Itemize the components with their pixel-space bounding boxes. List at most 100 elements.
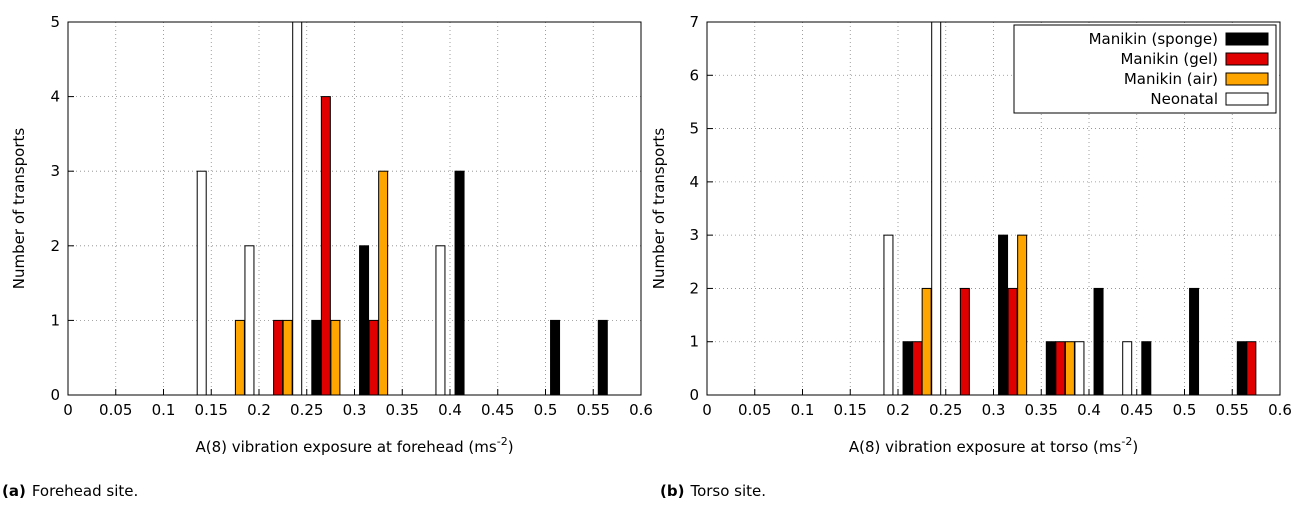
bar: [1045, 341, 1056, 396]
bar: [931, 21, 942, 396]
x-axis-label-text: A(8) vibration exposure at forehead (ms: [195, 438, 496, 456]
legend-label: Manikin (gel): [1120, 50, 1218, 68]
bar: [1236, 341, 1247, 396]
x-axis-label-superscript: -2: [497, 435, 508, 448]
bar: [902, 341, 913, 396]
bar: [368, 319, 379, 396]
x-tick-label: 0.5: [534, 401, 558, 419]
x-tick-label: 0.3: [982, 401, 1006, 419]
caption-text: Torso site.: [689, 482, 766, 500]
x-tick-label: 0.45: [1120, 401, 1153, 419]
y-tick-label: 1: [50, 311, 60, 329]
x-tick-label: 0.15: [834, 401, 867, 419]
x-tick-label: 0.55: [577, 401, 610, 419]
y-tick-label: 3: [50, 162, 60, 180]
x-tick-label: 0: [63, 401, 73, 419]
bar: [1246, 341, 1257, 396]
y-tick-label: 0: [50, 386, 60, 404]
x-tick-label: 0.35: [1025, 401, 1058, 419]
bar: [359, 245, 370, 396]
bar: [282, 319, 293, 396]
legend-label: Manikin (sponge): [1089, 30, 1218, 48]
bar: [597, 319, 608, 396]
x-tick-label: 0.05: [99, 401, 132, 419]
bar: [1017, 234, 1028, 396]
y-tick-label: 0: [689, 386, 699, 404]
bar: [1189, 287, 1200, 396]
bar: [921, 287, 932, 396]
y-tick-label: 4: [689, 173, 699, 191]
x-tick-label: 0.6: [1268, 401, 1292, 419]
bar: [1074, 341, 1085, 396]
bar: [244, 245, 255, 396]
caption-text: Forehead site.: [32, 482, 138, 500]
bar: [196, 170, 207, 396]
x-tick-label: 0.2: [247, 401, 271, 419]
bar: [320, 96, 331, 396]
x-tick-label: 0.3: [343, 401, 367, 419]
x-tick-label: 0.55: [1216, 401, 1249, 419]
legend-swatch: [1225, 32, 1269, 46]
legend-label: Neonatal: [1150, 90, 1218, 108]
legend-label: Manikin (air): [1124, 70, 1218, 88]
x-tick-label: 0.5: [1173, 401, 1197, 419]
bar: [1055, 341, 1066, 396]
y-tick-label: 3: [689, 226, 699, 244]
y-tick-label: 6: [689, 66, 699, 84]
y-axis-label: Number of transports: [10, 128, 28, 290]
bar: [912, 341, 923, 396]
y-tick-label: 5: [689, 120, 699, 138]
x-axis-label-suffix: ): [508, 438, 514, 456]
y-tick-label: 2: [50, 237, 60, 255]
x-tick-label: 0.25: [929, 401, 962, 419]
bar: [998, 234, 1009, 396]
plot-frame: [706, 21, 1281, 396]
x-tick-label: 0.25: [290, 401, 323, 419]
y-axis-label: Number of transports: [650, 128, 668, 290]
bar: [883, 234, 894, 396]
x-tick-label: 0.6: [629, 401, 653, 419]
x-tick-label: 0.45: [481, 401, 514, 419]
y-tick-label: 2: [689, 279, 699, 297]
bar: [1122, 341, 1133, 396]
bar: [1141, 341, 1152, 396]
x-tick-label: 0.2: [886, 401, 910, 419]
caption-label: (a): [2, 482, 26, 500]
x-tick-label: 0.35: [386, 401, 419, 419]
bar: [330, 319, 341, 396]
bar: [435, 245, 446, 396]
caption: (b) Torso site.: [660, 482, 766, 500]
bar: [1007, 287, 1018, 396]
x-axis-label: A(8) vibration exposure at forehead (ms-…: [195, 435, 513, 456]
bar: [311, 319, 322, 396]
x-tick-label: 0.1: [152, 401, 176, 419]
bar: [550, 319, 561, 396]
bar: [1064, 341, 1075, 396]
y-tick-label: 7: [689, 13, 699, 31]
y-tick-label: 5: [50, 13, 60, 31]
x-axis-label-superscript: -2: [1121, 435, 1132, 448]
bar: [1093, 287, 1104, 396]
caption: (a) Forehead site.: [2, 482, 138, 500]
x-tick-label: 0: [702, 401, 712, 419]
plot-frame: [67, 21, 642, 396]
caption-label: (b): [660, 482, 684, 500]
bar: [959, 287, 970, 396]
bar: [292, 21, 303, 396]
bar: [234, 319, 245, 396]
x-axis-label-suffix: ): [1132, 438, 1138, 456]
x-tick-label: 0.1: [791, 401, 815, 419]
bar: [454, 170, 465, 396]
legend-swatch: [1225, 52, 1269, 66]
y-tick-label: 1: [689, 333, 699, 351]
x-axis-label-text: A(8) vibration exposure at torso (ms: [849, 438, 1122, 456]
bar: [273, 319, 284, 396]
bar: [378, 170, 389, 396]
legend-swatch: [1225, 92, 1269, 106]
legend-swatch: [1225, 72, 1269, 86]
x-tick-label: 0.4: [438, 401, 462, 419]
x-tick-label: 0.4: [1077, 401, 1101, 419]
x-axis-label: A(8) vibration exposure at torso (ms-2): [849, 435, 1138, 456]
x-tick-label: 0.05: [738, 401, 771, 419]
